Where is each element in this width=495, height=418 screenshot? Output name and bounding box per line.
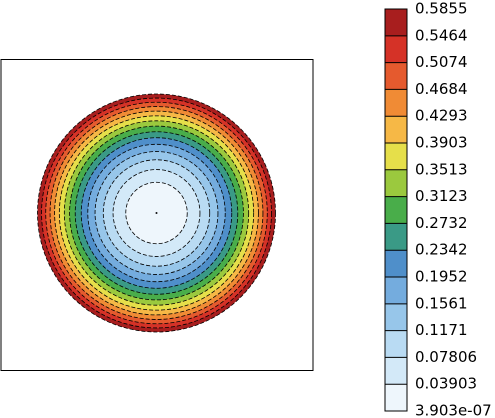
colorbar-segment — [385, 250, 407, 277]
colorbar-segment — [385, 330, 407, 358]
contour-line — [54, 110, 259, 316]
colorbar-label: 0.5464 — [415, 26, 468, 44]
contour-line — [69, 125, 244, 301]
contour-line — [63, 120, 250, 306]
colorbar-segment — [385, 196, 407, 224]
contour-line — [41, 97, 272, 329]
colorbar-segment — [385, 116, 407, 144]
contour-band — [125, 182, 188, 244]
colorbar: 3.903e-07 0.03903 0.07806 0.1171 0.1561 0.195… — [384, 0, 492, 418]
contour-line — [94, 151, 219, 275]
contour-plot — [37, 93, 276, 333]
colorbar-label: 0.03903 — [415, 375, 477, 393]
colorbar-label: 0.5074 — [415, 53, 468, 71]
colorbar-label: 0.3123 — [415, 187, 468, 205]
contour-line — [80, 137, 233, 289]
colorbar-segment — [385, 303, 407, 331]
colorbar-segment — [385, 62, 407, 90]
contour-line — [49, 106, 264, 320]
colorbar-label: 3.903e-07 — [415, 402, 492, 418]
colorbar-segment — [385, 223, 407, 251]
contour-line — [58, 115, 255, 311]
colorbar-label: 0.1171 — [415, 321, 468, 339]
colorbar-label: 0.3513 — [415, 160, 468, 178]
contour-line — [155, 211, 158, 214]
colorbar-label: 0.1561 — [415, 294, 468, 312]
colorbar-label: 0.2732 — [415, 214, 468, 232]
colorbar-label: 0.5855 — [415, 0, 468, 18]
colorbar-segment — [385, 35, 407, 63]
colorbar-segment — [385, 169, 407, 197]
contour-line — [74, 131, 239, 295]
colorbar-segment — [385, 143, 407, 170]
colorbar-segment — [385, 357, 407, 385]
colorbar-segment — [385, 276, 407, 304]
colorbar-segment — [385, 9, 407, 36]
colorbar-label: 0.1952 — [415, 267, 468, 285]
colorbar-label: 0.4684 — [415, 80, 468, 98]
contour-line — [37, 93, 276, 333]
colorbar-label: 0.4293 — [415, 107, 468, 125]
plot-frame — [0, 59, 314, 371]
contour-line — [112, 169, 201, 257]
contour-line — [45, 101, 268, 325]
colorbar-segment — [385, 384, 407, 411]
contour-line — [125, 181, 188, 245]
colorbar-label: 0.2342 — [415, 241, 468, 259]
contour-line — [87, 143, 226, 283]
colorbar-label: 0.3903 — [415, 134, 468, 152]
contour-line — [102, 159, 211, 267]
colorbar-label: 0.07806 — [415, 348, 477, 366]
colorbar-segment — [385, 89, 407, 117]
